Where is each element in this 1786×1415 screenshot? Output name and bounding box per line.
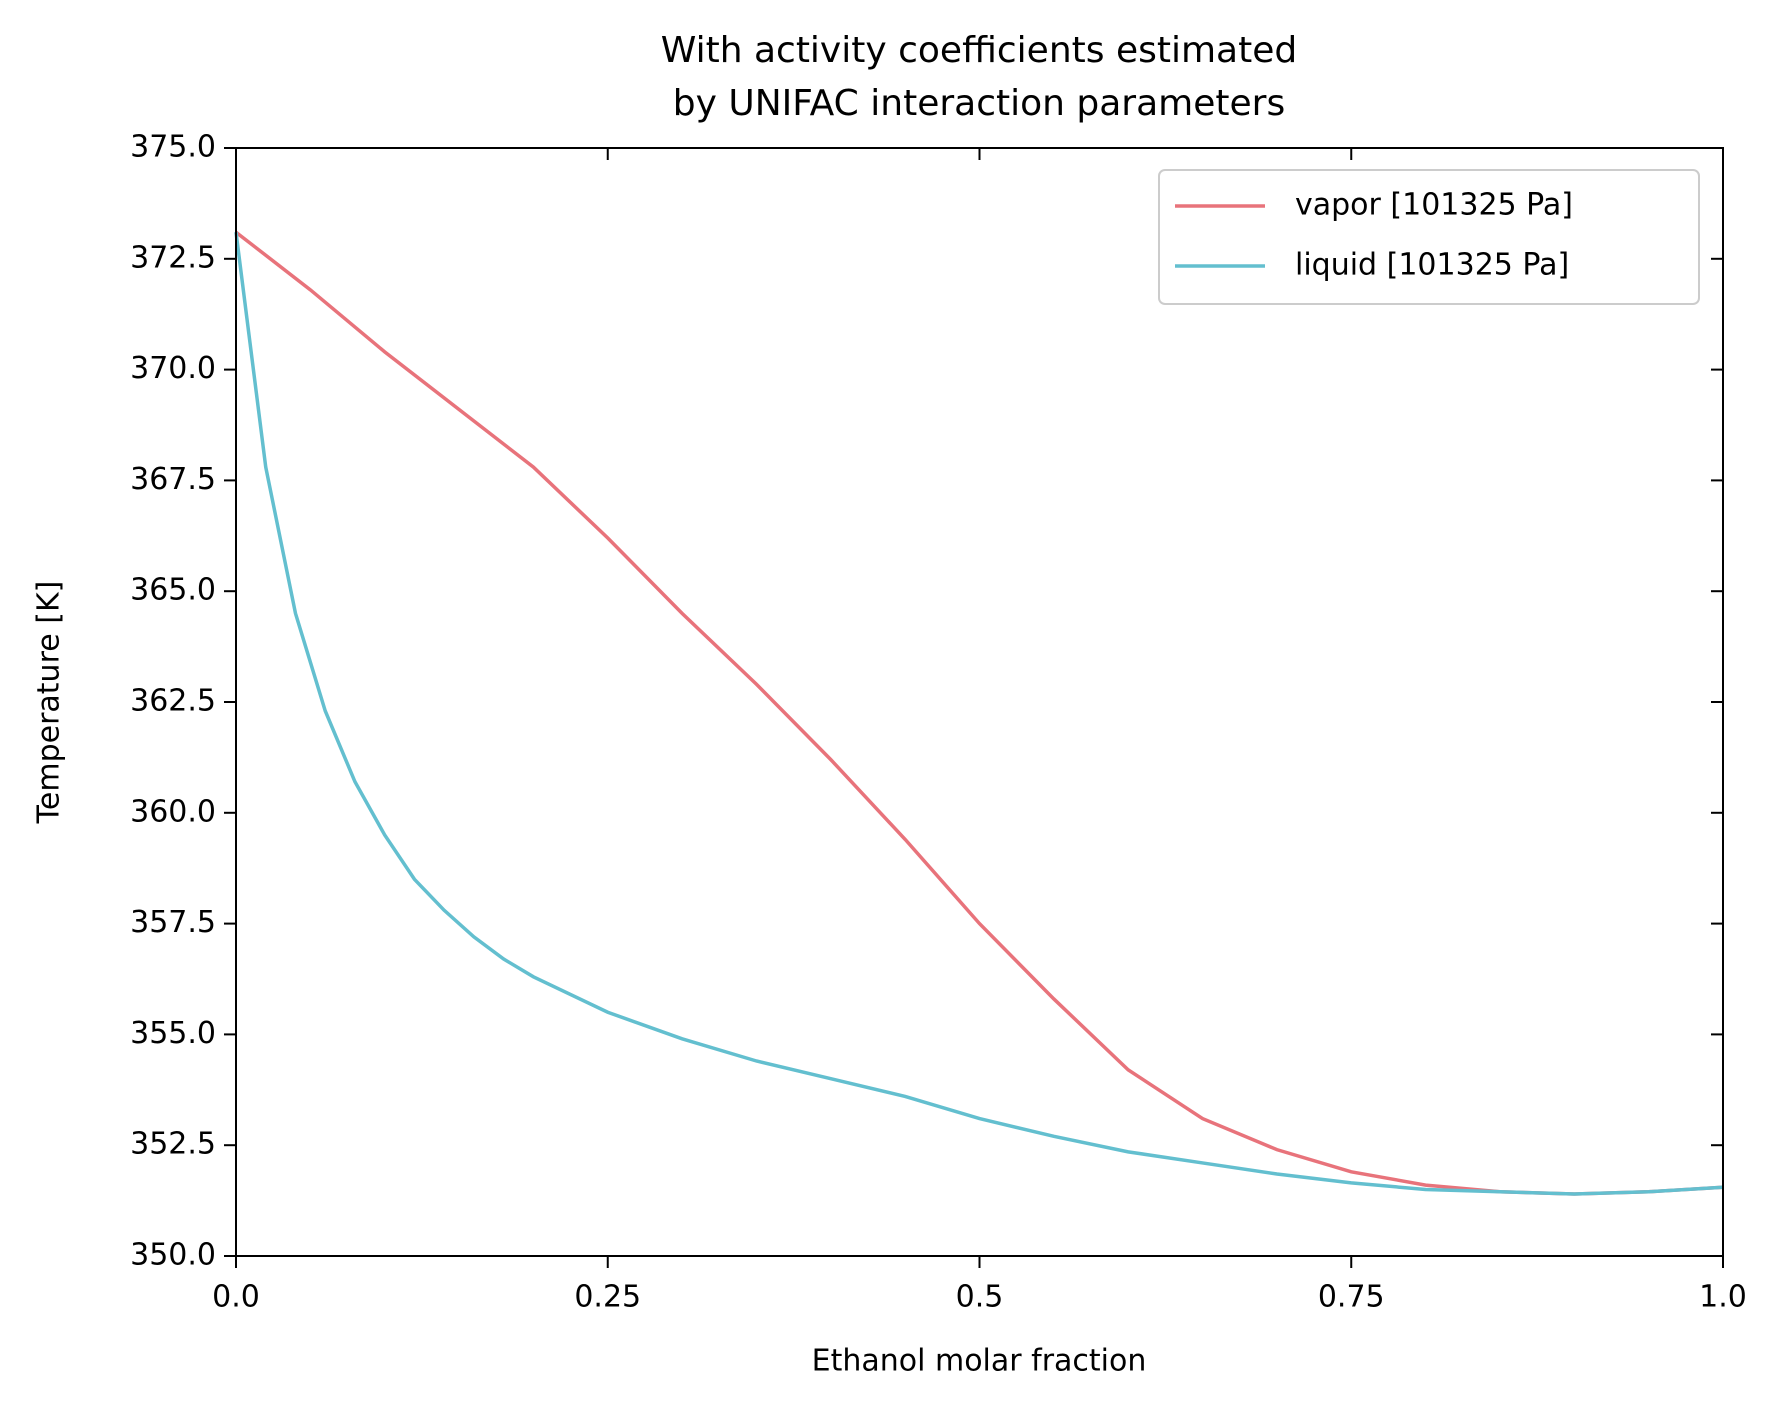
- y-tick-label: 375.0: [130, 130, 216, 165]
- legend-label: vapor [101325 Pa]: [1295, 188, 1573, 223]
- legend-box: [1158, 169, 1700, 305]
- y-tick-label: 357.5: [130, 905, 216, 940]
- x-axis-label: Ethanol molar fraction: [812, 1344, 1147, 1379]
- y-tick-label: 365.0: [130, 573, 216, 608]
- plot-frame: [235, 147, 1724, 1257]
- chart-title: With activity coefficients estimated: [661, 30, 1297, 71]
- series-line: [234, 230, 1724, 1196]
- y-tick-label: 372.5: [130, 240, 216, 275]
- legend: vapor [101325 Pa] liquid [101325 Pa]: [1158, 169, 1700, 305]
- chart-title: by UNIFAC interaction parameters: [673, 83, 1285, 124]
- y-tick-label: 350.0: [130, 1238, 216, 1273]
- y-tick-label: 370.0: [130, 351, 216, 386]
- x-tick-label: 0.5: [956, 1280, 1004, 1315]
- x-tick-label: 0.75: [1318, 1280, 1385, 1315]
- x-tick-label: 0.25: [574, 1280, 641, 1315]
- y-tick-label: 367.5: [130, 462, 216, 497]
- x-tick-label: 1.0: [1699, 1280, 1747, 1315]
- series-line: [234, 231, 1724, 1196]
- y-tick-label: 360.0: [130, 794, 216, 829]
- y-tick-label: 352.5: [130, 1127, 216, 1162]
- y-tick-label: 362.5: [130, 684, 216, 719]
- legend-label: liquid [101325 Pa]: [1295, 248, 1569, 283]
- y-axis-label: Temperature [K]: [32, 581, 67, 825]
- y-tick-label: 355.0: [130, 1016, 216, 1051]
- x-tick-label: 0.0: [212, 1280, 260, 1315]
